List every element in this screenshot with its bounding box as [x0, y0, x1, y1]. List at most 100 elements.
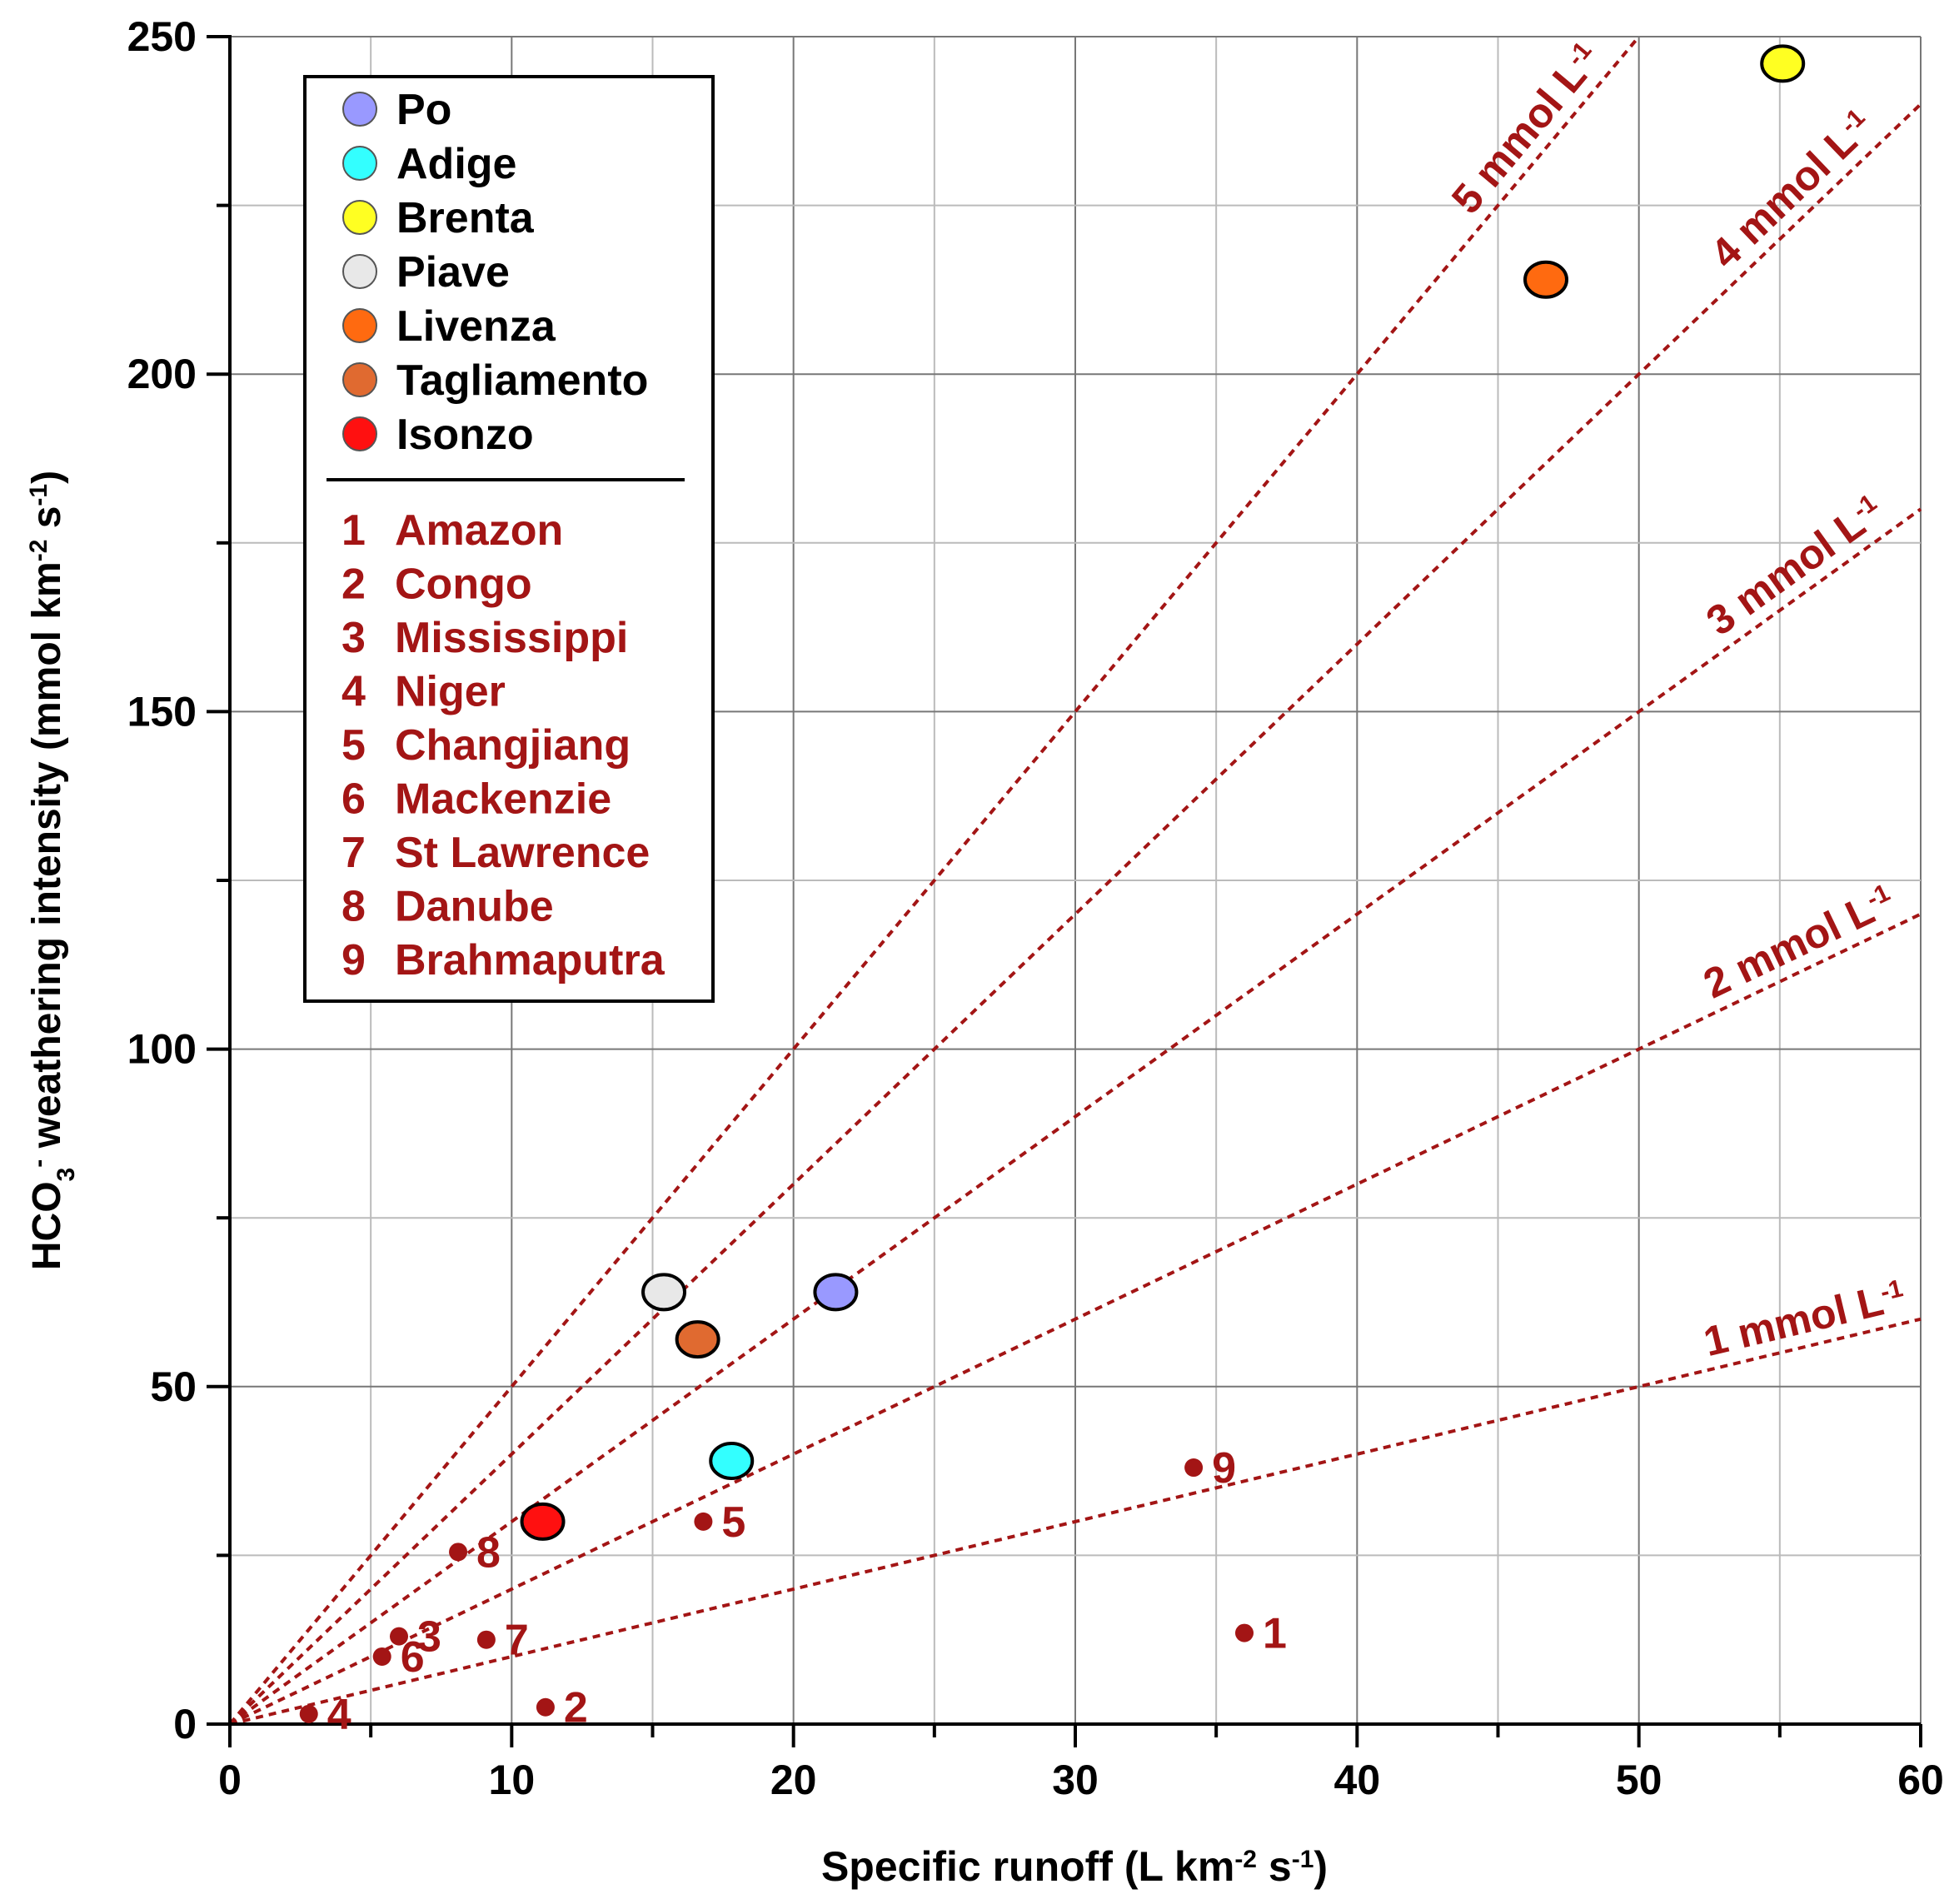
world-river-marker [536, 1697, 555, 1717]
legend-river-id: 1 [341, 506, 366, 555]
legend-river-id: 7 [341, 829, 366, 877]
world-river-point: 5 [694, 1498, 745, 1547]
world-river-marker [449, 1543, 468, 1562]
x-tick-label: 60 [1897, 1757, 1944, 1803]
point-adige [709, 1441, 755, 1480]
x-tick-label: 10 [489, 1757, 536, 1803]
legend-river-id: 3 [341, 614, 366, 662]
legend-label: Po [396, 86, 451, 134]
legend-river-id: 6 [341, 775, 366, 824]
world-river-marker [372, 1647, 391, 1666]
legend-river-id: 4 [341, 668, 366, 716]
y-tick-label: 200 [127, 351, 197, 397]
legend-marker [342, 308, 377, 343]
world-river-id-label: 3 [417, 1613, 441, 1662]
legend-label: Piave [396, 248, 510, 297]
world-river-point: 9 [1184, 1444, 1236, 1493]
y-axis-title: HCO3- weathering intensity (mmol km-2 s-… [25, 471, 80, 1270]
legend-river-name: Niger [395, 668, 506, 716]
legend-label: Adige [396, 140, 516, 188]
legend-river-id: 2 [341, 561, 366, 609]
world-river-id-label: 8 [476, 1528, 501, 1577]
y-tick-label: 0 [173, 1701, 197, 1747]
world-river-marker [299, 1704, 318, 1723]
world-river-id-label: 5 [721, 1498, 745, 1547]
legend-river-name: Mississippi [395, 614, 628, 662]
legend-item: Isonzo [342, 411, 534, 459]
world-river-point: 3 [390, 1613, 441, 1662]
legend-river-name: Amazon [395, 506, 563, 555]
legend-river-id: 5 [341, 721, 366, 770]
legend-series-entries: Po Adige Brenta Piave Livenza Tagliamento Ison… [342, 86, 648, 459]
legend-river-item: 2 Congo [341, 561, 532, 609]
world-river-id-label: 6 [401, 1633, 425, 1682]
legend-river-item: 5 Changjiang [341, 721, 631, 770]
legend-box [303, 75, 715, 1003]
legend-label: Tagliamento [396, 356, 648, 405]
concentration-line-5 [228, 35, 1641, 1726]
legend-item: Brenta [342, 194, 535, 242]
legend-river-item: 8 Danube [341, 883, 554, 931]
world-river-marker [476, 1630, 496, 1649]
legend-item: Piave [342, 248, 510, 297]
legend-label: Brenta [396, 194, 535, 242]
x-tick-label: 30 [1052, 1757, 1099, 1803]
legend-item: Po [342, 86, 451, 134]
legend-river-item: 6 Mackenzie [341, 775, 611, 824]
legend-label: Livenza [396, 302, 556, 351]
concentration-line-3 [228, 507, 1922, 1726]
point-livenza [1523, 260, 1569, 299]
concentration-line-label: 2 mmol L-1 [1697, 877, 1902, 1008]
point-isonzo [520, 1502, 566, 1541]
world-river-id-label: 2 [564, 1684, 588, 1732]
world-river-id-label: 7 [505, 1617, 529, 1665]
point-tagliamento [675, 1320, 720, 1359]
legend-river-name: Mackenzie [395, 775, 611, 824]
world-river-id-label: 4 [327, 1691, 351, 1739]
legend-marker [342, 254, 377, 289]
legend-river-name: Danube [395, 883, 554, 931]
legend-world-river-entries: 1 Amazon 2 Congo 3 Mississippi 4 Niger 5 Changjia… [341, 506, 665, 984]
x-tick-label: 40 [1334, 1757, 1381, 1803]
legend-river-name: Changjiang [395, 721, 631, 770]
x-axis-title: Specific runoff (L km-2 s-1) [821, 1843, 1328, 1890]
point-piave [641, 1273, 687, 1312]
concentration-line-label: 3 mmol L-1 [1697, 487, 1892, 645]
legend-river-item: 9 Brahmaputra [341, 936, 665, 984]
concentration-line-label: 1 mmol L-1 [1699, 1272, 1909, 1365]
legend-item: Adige [342, 140, 516, 188]
world-river-id-label: 1 [1263, 1610, 1287, 1658]
legend-marker [342, 416, 377, 451]
world-river-marker [1184, 1458, 1204, 1478]
world-river-point: 7 [476, 1617, 529, 1665]
concentration-line-label: 4 mmol L-1 [1702, 102, 1882, 277]
legend-river-name: Congo [395, 561, 532, 609]
legend-river-item: 1 Amazon [341, 506, 563, 555]
world-river-point: 1 [1235, 1610, 1287, 1658]
legend: Po Adige Brenta Piave Livenza Tagliamento Ison… [303, 75, 715, 1003]
world-river-id-label: 9 [1212, 1444, 1236, 1493]
legend-marker [342, 146, 377, 181]
point-brenta [1760, 44, 1806, 83]
concentration-line-label: 5 mmol L-1 [1443, 35, 1610, 222]
world-river-point: 6 [372, 1633, 425, 1682]
y-tick-label: 250 [127, 13, 197, 60]
world-river-marker [390, 1627, 408, 1646]
world-river-marker [694, 1512, 713, 1531]
world-river-point: 4 [299, 1691, 351, 1739]
x-tick-label: 50 [1616, 1757, 1662, 1803]
legend-item: Tagliamento [342, 356, 648, 405]
y-tick-label: 50 [150, 1363, 197, 1410]
legend-item: Livenza [342, 302, 556, 351]
concentration-line-4 [228, 102, 1922, 1726]
legend-river-id: 8 [341, 883, 366, 931]
concentration-line-1 [229, 1317, 1922, 1726]
world-river-point: 8 [449, 1528, 501, 1577]
legend-marker [342, 200, 377, 235]
legend-river-name: Brahmaputra [395, 936, 665, 984]
legend-river-name: St Lawrence [395, 829, 650, 877]
point-po [813, 1273, 859, 1312]
x-tick-label: 20 [770, 1757, 817, 1803]
legend-river-id: 9 [341, 936, 366, 984]
